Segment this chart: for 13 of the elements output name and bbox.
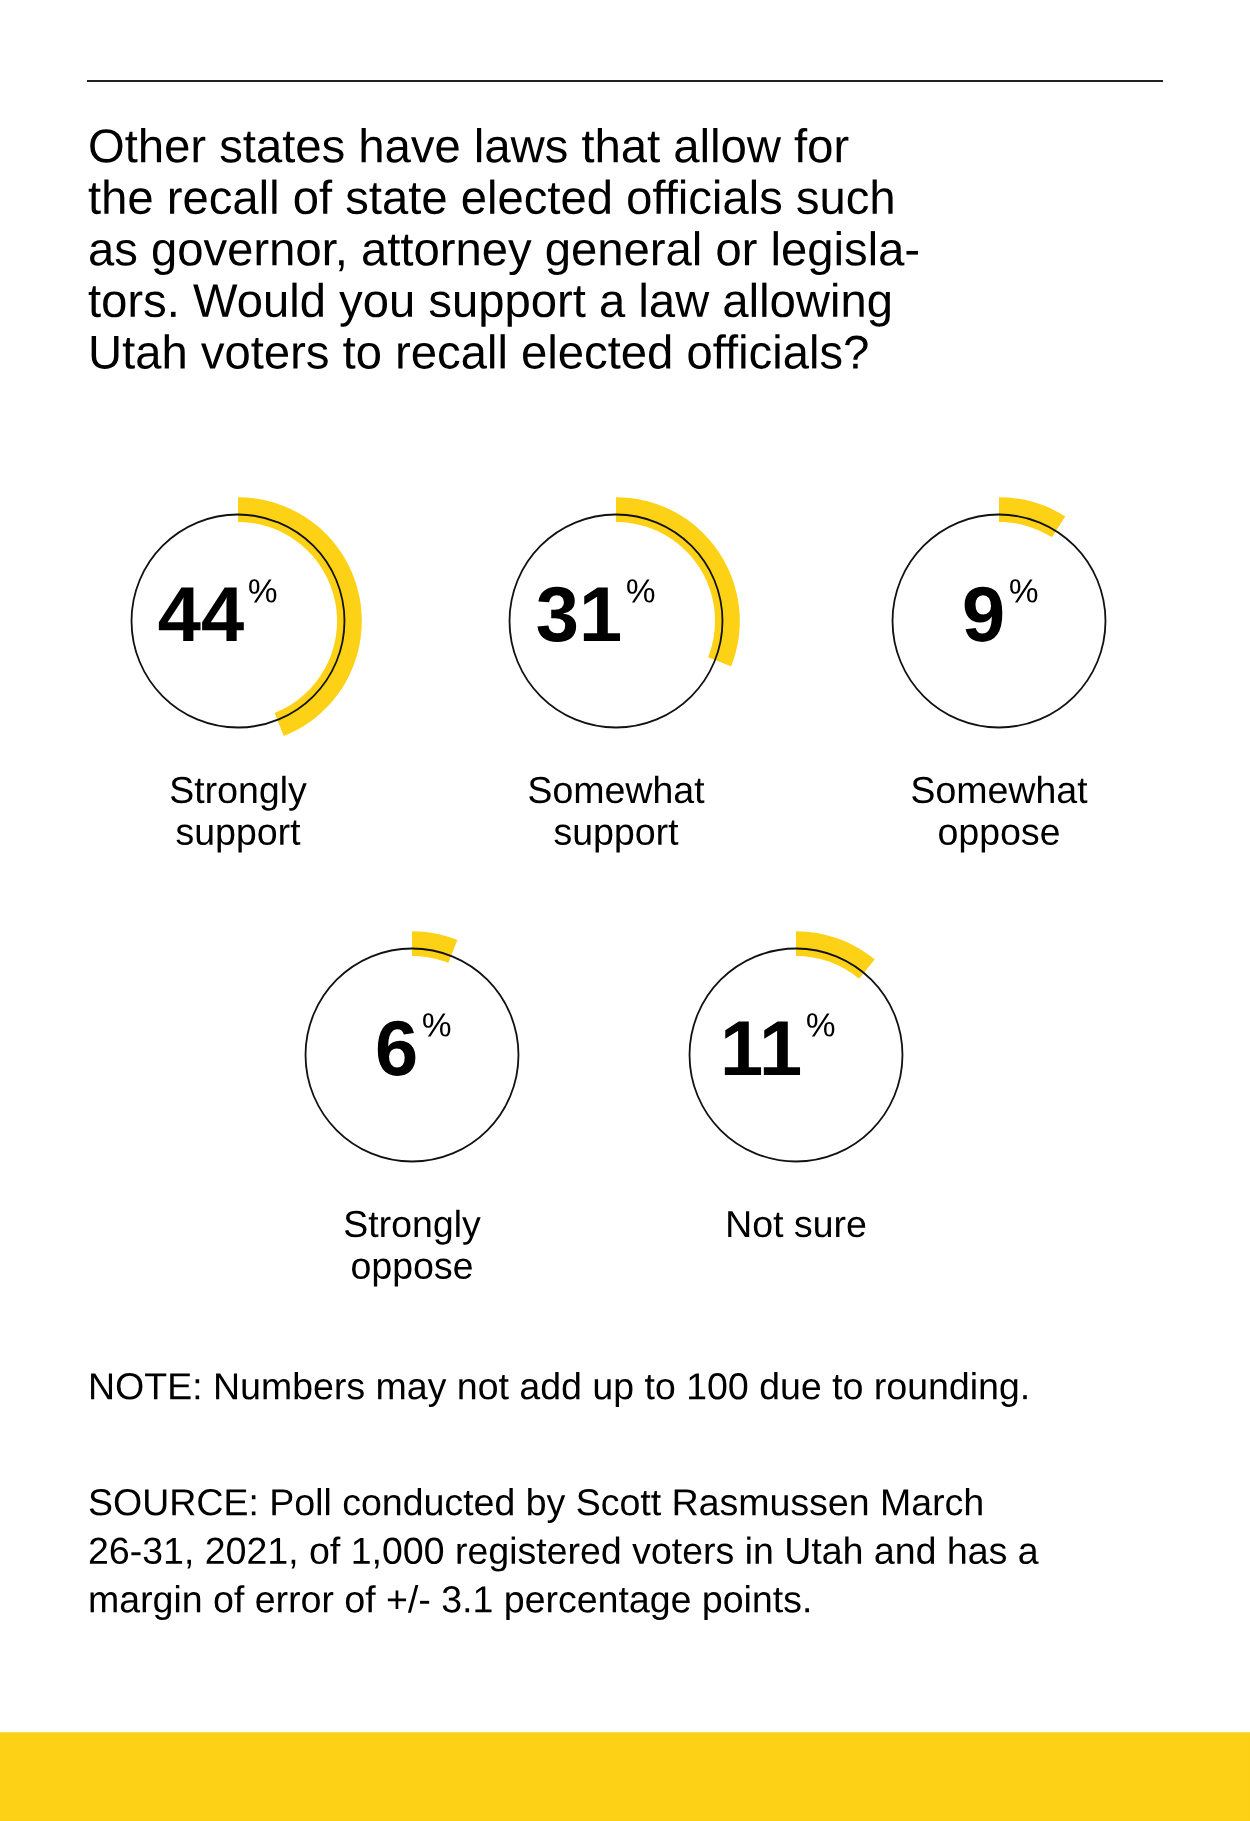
text: Not sure xyxy=(728,1211,866,1238)
text: 44% xyxy=(158,579,277,642)
text: Other states have laws that allow for the recall of state elected officials such as governor, attorney general or legisla- tors. Would you support a law allowing Utah voters to recall elected officials? xyxy=(88,128,919,369)
text: NOTE: Numbers may not add up to 100 due to rounding. xyxy=(91,1372,1027,1407)
text: Somewhat oppose xyxy=(912,775,1088,853)
text: Strongly support xyxy=(170,775,307,853)
text: 11% xyxy=(724,1013,835,1076)
text: Somewhat support xyxy=(529,775,705,853)
source-note: SOURCE: Poll conducted by Scott Rasmussen March 26-31, 2021, of 1,000 registered voters in Utah and has a margin of error of +/- 3.1 percentage points. xyxy=(89,1488,1039,1621)
text: Strongly oppose xyxy=(344,1209,481,1287)
text: 31% xyxy=(537,579,655,642)
text: 6% xyxy=(377,1013,451,1076)
text: 9% xyxy=(964,579,1038,642)
